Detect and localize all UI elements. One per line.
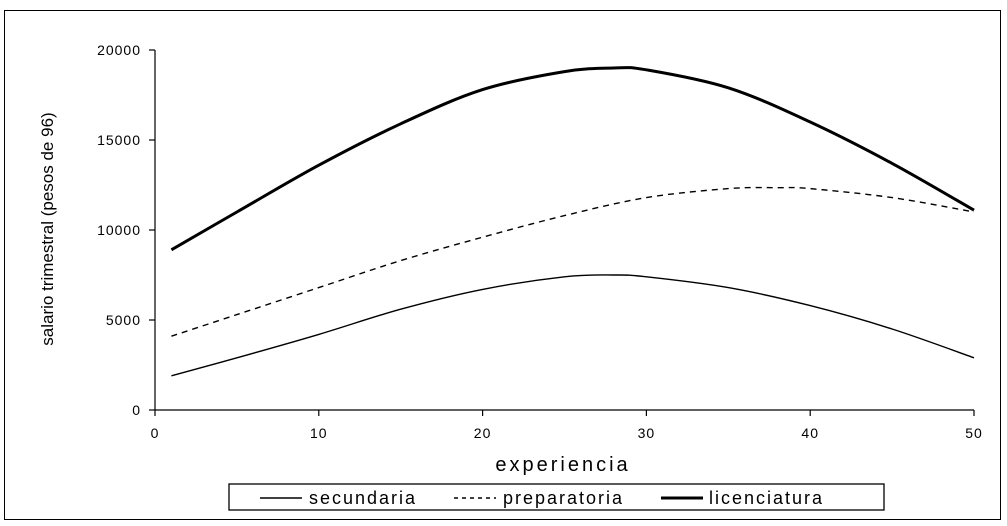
x-tick-label: 50: [965, 425, 983, 441]
axes: 0 5000 10000 15000 20000 0 10 20 30 40 50: [97, 42, 983, 441]
y-tick-label: 0: [132, 402, 141, 418]
series-layer: [170, 66, 975, 377]
legend-label-preparatoria: preparatoria: [503, 488, 624, 508]
y-axis-title: salario trimestral (pesos de 96): [38, 112, 57, 345]
chart-frame: [4, 10, 1001, 520]
legend-label-licenciatura: licenciatura: [709, 488, 824, 508]
x-tick-label: 30: [638, 425, 656, 441]
series-line-preparatoria: [171, 186, 975, 337]
y-tick-label: 10000: [97, 222, 141, 238]
y-tick-label: 15000: [97, 132, 141, 148]
series-line-licenciatura: [170, 66, 975, 252]
x-tick-label: 20: [474, 425, 492, 441]
y-tick-label: 20000: [97, 42, 141, 58]
series-line-secundaria: [171, 274, 975, 377]
x-axis-title: experiencia: [495, 454, 630, 476]
legend-box: [228, 483, 885, 511]
x-tick-label: 0: [151, 425, 160, 441]
labels-layer: experiencia salario trimestral (pesos de…: [38, 112, 630, 476]
x-tick-label: 40: [801, 425, 819, 441]
legend-label-secundaria: secundaria: [309, 488, 417, 508]
x-tick-label: 10: [310, 425, 328, 441]
y-tick-label: 5000: [106, 312, 141, 328]
legend: secundaria preparatoria licenciatura: [228, 483, 885, 511]
